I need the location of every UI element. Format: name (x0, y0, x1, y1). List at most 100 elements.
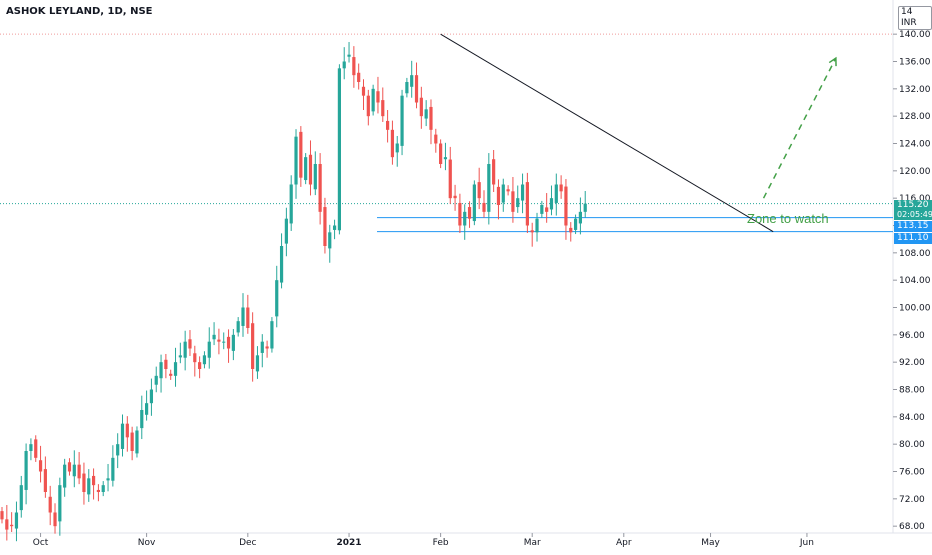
candle-body (318, 164, 322, 212)
candle-body (328, 232, 332, 249)
candle-body (120, 423, 125, 449)
candle-body (520, 184, 525, 201)
price-tick-label: 76.00 (899, 468, 925, 478)
candle-body (255, 355, 260, 372)
candle-body (289, 184, 293, 224)
candle-body (366, 95, 370, 117)
candle-body (236, 321, 240, 333)
candle-body (63, 464, 67, 488)
candle-body (260, 341, 264, 353)
candle-body (337, 68, 341, 231)
candle-body (116, 444, 120, 456)
price-tick-label: 84.00 (899, 413, 925, 423)
candle-body (19, 485, 23, 511)
candle-body (284, 218, 288, 244)
price-tick-label: 96.00 (899, 331, 925, 341)
level-lower-tag: 111.10 (894, 233, 932, 244)
candle-body (193, 353, 197, 363)
price-tick-label: 80.00 (899, 440, 925, 450)
candle-body (410, 75, 414, 87)
candle-body (5, 519, 9, 530)
candle-body (67, 462, 72, 472)
candle-body (24, 451, 28, 490)
price-tick-label: 100.00 (899, 304, 931, 314)
candle-body (535, 218, 539, 233)
time-tick-label: Mar (524, 538, 541, 548)
currency-label: INR (901, 18, 917, 28)
drawings (440, 33, 837, 233)
candle-body (241, 307, 245, 326)
time-tick-label: Jun (799, 538, 814, 548)
candle-body (34, 439, 38, 458)
currency-badge[interactable]: 14 INR (898, 6, 932, 30)
candle-body (458, 202, 462, 226)
projection-arrow (762, 57, 837, 199)
candle-body (390, 129, 395, 158)
candle-body (299, 131, 303, 178)
candle-body (178, 355, 182, 358)
time-tick-label: Oct (33, 538, 49, 548)
time-axis[interactable]: Oct Nov Dec 2021 Feb Mar Apr May Jun (33, 533, 814, 548)
candle-body (332, 225, 337, 230)
candle-body (530, 230, 534, 233)
countdown-value: 02:05:49 (897, 210, 932, 219)
candle-body (231, 334, 235, 351)
candle-body (405, 82, 409, 94)
candle-body (545, 207, 549, 212)
zone-to-watch-label: Zone to watch (747, 211, 829, 226)
candle-body (43, 469, 47, 492)
candle-body (198, 362, 202, 369)
candle-body (419, 97, 423, 117)
candle-body (496, 186, 501, 205)
candle-body (106, 478, 110, 481)
level-upper-tag: 113.15 (894, 221, 932, 232)
time-tick-label: Feb (433, 538, 449, 548)
candle-body (145, 403, 149, 415)
candle-body (347, 54, 351, 57)
candle-body (87, 478, 91, 495)
candle-body (77, 464, 81, 479)
candle-body (492, 159, 496, 185)
candle-body (371, 88, 375, 112)
candle-body (443, 157, 448, 160)
candle-body (342, 61, 346, 69)
candle-body (472, 184, 476, 222)
candle-body (217, 339, 221, 342)
candle-body (357, 72, 361, 82)
candle-body (207, 341, 211, 358)
chart-title: ASHOK LEYLAND, 1D, NSE (6, 6, 153, 17)
candle-body (313, 164, 317, 190)
time-tick-label: Dec (239, 538, 256, 548)
candle-body (275, 280, 279, 317)
candle-body (29, 444, 33, 451)
candle-body (149, 389, 154, 404)
candle-body (96, 489, 100, 492)
candle-body (424, 109, 428, 119)
time-tick-label: 2021 (337, 538, 362, 548)
candle-body (279, 246, 284, 283)
price-tick-label: 88.00 (899, 386, 925, 396)
candle-body (583, 203, 587, 212)
candle-body (202, 355, 207, 365)
price-tick-label: 132.00 (899, 85, 931, 95)
candle-body (14, 512, 19, 529)
candle-body (434, 134, 438, 144)
candle-body (578, 211, 582, 224)
candle-body (439, 143, 443, 164)
candle-body (125, 423, 129, 438)
candle-body (501, 184, 505, 203)
candle-body (72, 464, 76, 477)
candle-body (395, 143, 399, 153)
candle-body (304, 157, 308, 181)
candle-body (554, 184, 558, 203)
candle-body (154, 375, 158, 385)
candle-body (82, 473, 86, 492)
candle-body (352, 57, 356, 76)
time-tick-label: May (701, 538, 720, 548)
candle-body (159, 362, 163, 379)
candle-body (323, 207, 327, 246)
candle-body (173, 362, 178, 376)
